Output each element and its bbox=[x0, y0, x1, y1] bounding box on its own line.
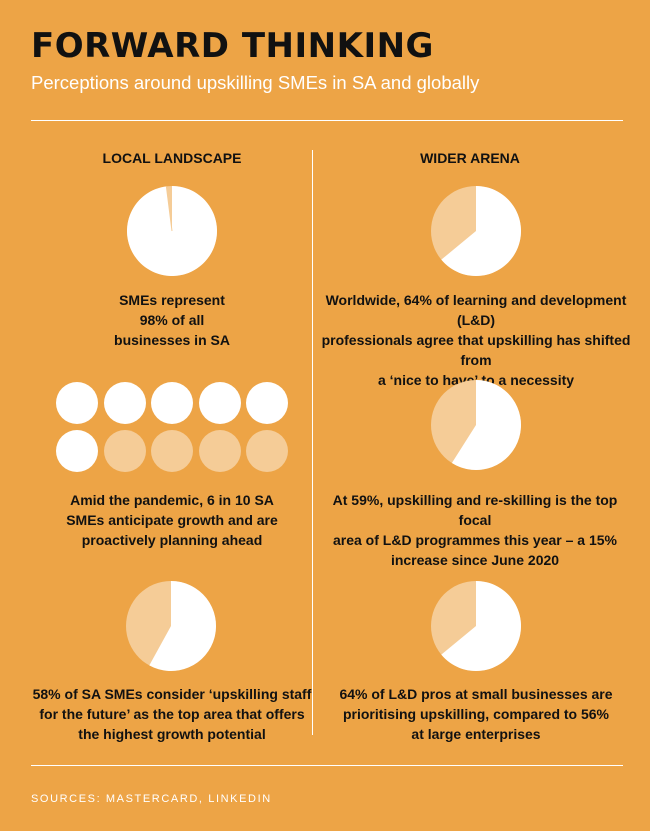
pie-chart-sme-share bbox=[127, 186, 217, 276]
caption-line: professionals agree that upskilling has … bbox=[321, 332, 631, 368]
caption-focal-area: At 59%, upskilling and re-skilling is th… bbox=[322, 490, 628, 570]
pie-value-slice bbox=[149, 581, 216, 671]
caption-upskilling-potential: 58% of SA SMEs consider ‘upskilling staf… bbox=[32, 684, 312, 744]
page-subtitle: Perceptions around upskilling SMEs in SA… bbox=[31, 72, 480, 93]
dot-filled bbox=[56, 382, 98, 424]
column-heading-local: LOCAL LANDSCAPE bbox=[102, 150, 242, 166]
caption-line: 64% of L&D pros at small businesses are bbox=[339, 686, 613, 702]
bottom-divider bbox=[31, 765, 623, 766]
dot-empty bbox=[246, 430, 288, 472]
pie-chart-upskilling-potential bbox=[126, 581, 216, 671]
dot-filled bbox=[246, 382, 288, 424]
pie-value-slice bbox=[441, 581, 521, 671]
sources-note: SOURCES: MASTERCARD, LINKEDIN bbox=[31, 793, 272, 805]
pie-chart-focal-area bbox=[431, 380, 521, 470]
pie-chart-ld-necessity bbox=[431, 186, 521, 276]
caption-line: proactively planning ahead bbox=[81, 532, 263, 548]
dot-empty bbox=[103, 430, 146, 472]
caption-ld-necessity: Worldwide, 64% of learning and developme… bbox=[318, 290, 634, 390]
caption-line: Amid the pandemic, 6 in 10 SA bbox=[70, 492, 274, 508]
caption-line: at large enterprises bbox=[411, 726, 541, 742]
pie-seam bbox=[165, 186, 173, 232]
dot-grid-growth bbox=[56, 382, 288, 474]
dot-filled bbox=[151, 382, 193, 424]
caption-line: 98% of all bbox=[139, 312, 205, 328]
caption-line: 58% of SA SMEs consider ‘upskilling staf… bbox=[32, 686, 312, 702]
dot-empty bbox=[198, 430, 241, 472]
dot-filled bbox=[198, 382, 241, 424]
caption-line: for the future’ as the top area that off… bbox=[39, 706, 305, 722]
column-divider bbox=[312, 150, 313, 735]
dot-empty bbox=[151, 430, 193, 472]
caption-line: SMEs anticipate growth and are bbox=[66, 512, 278, 528]
pie-value-slice bbox=[451, 380, 521, 470]
caption-sme-share: SMEs represent 98% of all businesses in … bbox=[72, 290, 272, 350]
caption-small-business: 64% of L&D pros at small businesses are … bbox=[330, 684, 622, 744]
caption-growth: Amid the pandemic, 6 in 10 SA SMEs antic… bbox=[52, 490, 292, 550]
pie-value-slice bbox=[441, 186, 521, 276]
caption-line: SMEs represent bbox=[119, 292, 225, 308]
page-title: FORWARD THINKING bbox=[31, 26, 434, 66]
caption-line: prioritising upskilling, compared to 56% bbox=[342, 706, 610, 722]
top-divider bbox=[31, 120, 623, 121]
caption-line: the highest growth potential bbox=[78, 726, 266, 742]
caption-line: At 59%, upskilling and re-skilling is th… bbox=[332, 492, 618, 528]
caption-line: businesses in SA bbox=[114, 332, 230, 348]
caption-line: increase since June 2020 bbox=[390, 552, 560, 568]
caption-line: Worldwide, 64% of learning and developme… bbox=[325, 292, 627, 328]
pie-chart-small-business bbox=[431, 581, 521, 671]
dot-filled bbox=[56, 430, 98, 472]
dot-filled bbox=[103, 382, 146, 424]
caption-line: area of L&D programmes this year – a 15% bbox=[332, 532, 617, 548]
column-heading-wider: WIDER ARENA bbox=[420, 150, 520, 166]
